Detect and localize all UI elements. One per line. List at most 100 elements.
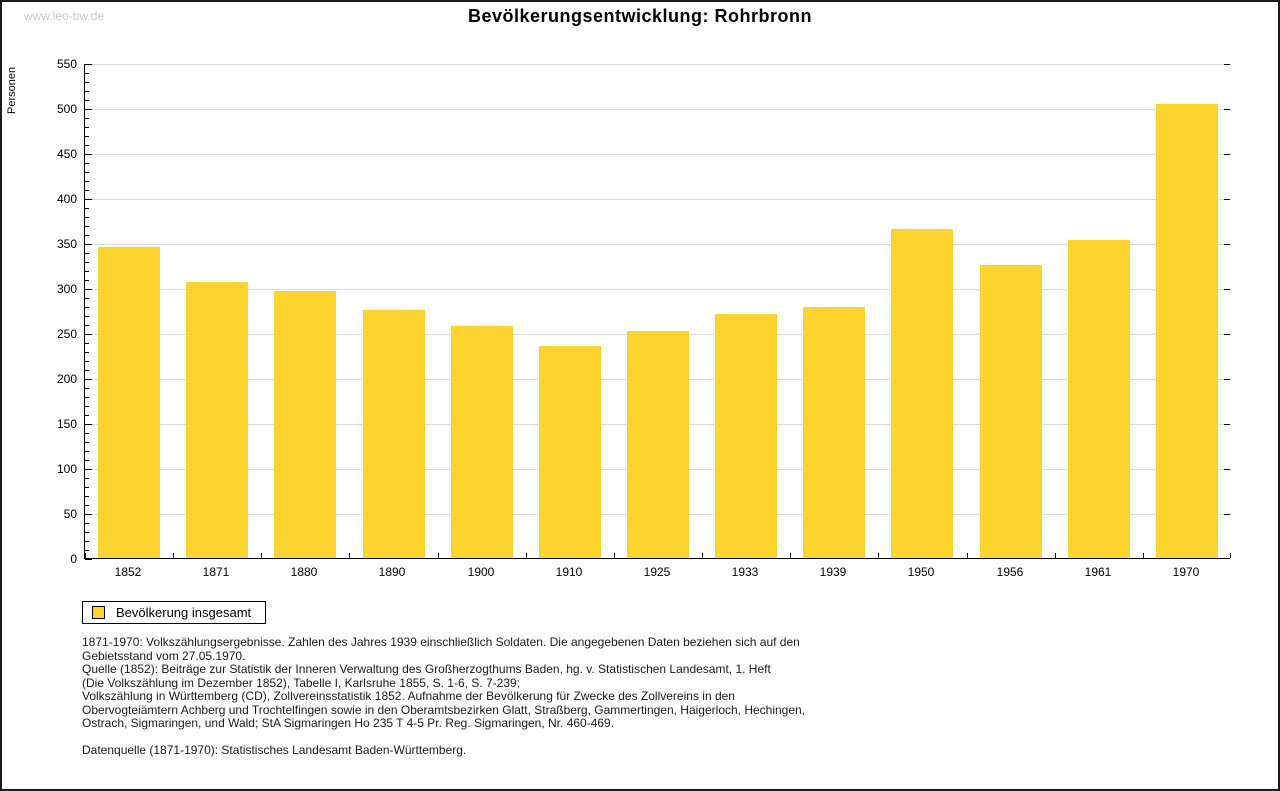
y-axis-minor-tick	[85, 495, 89, 497]
gridline	[85, 243, 1230, 245]
y-axis-right-tick	[1224, 423, 1230, 425]
bar-1950	[891, 229, 953, 558]
y-axis-major-tick	[85, 423, 92, 425]
x-axis-boundary-tick	[261, 553, 262, 558]
footnote-line: Gebietsstand vom 27.05.1970.	[82, 648, 246, 663]
y-axis-minor-tick	[85, 459, 89, 461]
y-axis-minor-tick	[85, 72, 89, 74]
y-axis-minor-tick	[85, 540, 89, 542]
bar-1852	[98, 247, 160, 558]
y-axis-minor-tick	[85, 126, 89, 128]
y-axis-minor-tick	[85, 351, 89, 353]
y-axis-minor-tick	[85, 396, 89, 398]
y-tick-label: 250	[56, 327, 77, 341]
y-axis-minor-tick	[85, 144, 89, 146]
gridline	[85, 153, 1230, 155]
y-tick-label: 0	[70, 552, 77, 566]
y-axis-major-tick	[85, 558, 92, 560]
y-axis-minor-tick	[85, 99, 89, 101]
y-axis-right-tick	[1224, 468, 1230, 470]
y-tick-label: 100	[56, 462, 77, 476]
y-axis-minor-tick	[85, 414, 89, 416]
x-axis-boundary-tick	[878, 553, 879, 558]
y-tick-label: 50	[63, 507, 77, 521]
page-title: Bevölkerungsentwicklung: Rohrbronn	[467, 6, 813, 26]
y-axis-minor-tick	[85, 504, 89, 506]
y-axis-minor-tick	[85, 450, 89, 452]
x-tick-label-1871: 1871	[202, 565, 230, 579]
y-axis-major-tick	[85, 243, 92, 245]
footnote-line: Quelle (1852): Beiträge zur Statistik de…	[82, 662, 771, 676]
x-tick-label-1880: 1880	[290, 565, 318, 579]
y-axis-major-tick	[85, 288, 92, 290]
bar-1925	[627, 331, 689, 558]
y-axis-minor-tick	[85, 162, 89, 164]
y-axis-right-tick	[1224, 513, 1230, 515]
y-tick-label: 400	[56, 192, 77, 206]
x-axis-boundary-tick	[1055, 553, 1056, 558]
y-tick-label: 150	[56, 417, 77, 431]
y-tick-label: 500	[56, 102, 77, 116]
y-axis-minor-tick	[85, 117, 89, 119]
y-axis-minor-tick	[85, 369, 89, 371]
y-axis-minor-tick	[85, 252, 89, 254]
x-tick-label-1890: 1890	[378, 565, 406, 579]
bar-1871	[186, 282, 248, 558]
x-axis-boundary-tick	[614, 553, 615, 558]
bar-1970	[1156, 104, 1218, 558]
datasource-line: Datenquelle (1871-1970): Statistisches L…	[82, 743, 467, 757]
x-tick-label-1950: 1950	[907, 565, 935, 579]
y-axis-minor-tick	[85, 297, 89, 299]
footnotes: 1871-1970: Volkszählungsergebnisse. Zahl…	[82, 635, 805, 731]
y-axis-minor-tick	[85, 477, 89, 479]
y-axis-right-tick	[1224, 198, 1230, 200]
footnote-line: (Die Volkszählung im Dezember 1852), Tab…	[82, 675, 521, 690]
y-axis-minor-tick	[85, 216, 89, 218]
y-axis-minor-tick	[85, 225, 89, 227]
y-axis-minor-tick	[85, 342, 89, 344]
y-axis-minor-tick	[85, 171, 89, 173]
y-axis-minor-tick	[85, 441, 89, 443]
footnote-line: 1871-1970: Volkszählungsergebnisse. Zahl…	[82, 635, 800, 649]
y-axis-right-tick	[1224, 333, 1230, 335]
y-axis-major-tick	[85, 153, 92, 155]
y-axis-minor-tick	[85, 324, 89, 326]
legend: Bevölkerung insgesamt	[82, 601, 267, 624]
y-axis-minor-tick	[85, 315, 89, 317]
y-axis-minor-tick	[85, 486, 89, 488]
x-tick-label-1933: 1933	[731, 565, 759, 579]
chart-plot-area: 0 50 100 150 200 250 300 350 400 450 500 550	[57, 57, 1231, 566]
y-axis-minor-tick	[85, 261, 89, 263]
x-axis-boundary-tick	[85, 553, 86, 558]
y-tick-label: 550	[56, 57, 77, 71]
y-axis-minor-tick	[85, 189, 89, 191]
y-tick-label: 300	[56, 282, 77, 296]
x-tick-label-1925: 1925	[643, 565, 671, 579]
x-tick-label-1900: 1900	[467, 565, 495, 579]
y-axis-minor-tick	[85, 549, 89, 551]
x-axis-boundary-tick	[967, 553, 968, 558]
footnote-line: Volkszählung in Württemberg (CD), Zollve…	[82, 689, 735, 703]
y-axis-minor-tick	[85, 180, 89, 182]
bar-1956	[980, 265, 1042, 558]
x-axis-boundary-tick	[1143, 553, 1144, 558]
x-axis-boundary-tick	[1230, 553, 1231, 558]
y-axis-major-tick	[85, 63, 92, 65]
y-axis-right-tick	[1224, 108, 1230, 110]
x-axis-boundary-tick	[349, 553, 350, 558]
bar-1890	[363, 310, 425, 558]
x-tick-label-1961: 1961	[1084, 565, 1112, 579]
x-tick-label-1852: 1852	[114, 565, 142, 579]
y-tick-label: 200	[56, 372, 77, 386]
bar-1900	[451, 326, 513, 558]
y-axis-right-tick	[1224, 63, 1230, 65]
x-tick-label-1970: 1970	[1172, 565, 1200, 579]
x-axis-boundary-tick	[526, 553, 527, 558]
y-tick-label: 350	[56, 237, 77, 251]
y-axis-major-tick	[85, 513, 92, 515]
y-axis-minor-tick	[85, 270, 89, 272]
x-tick-label-1910: 1910	[555, 565, 583, 579]
y-axis-minor-tick	[85, 207, 89, 209]
y-axis-minor-tick	[85, 90, 89, 92]
